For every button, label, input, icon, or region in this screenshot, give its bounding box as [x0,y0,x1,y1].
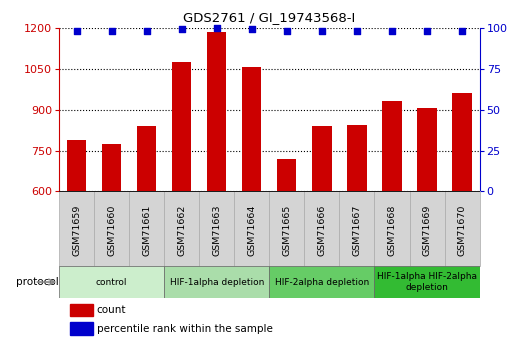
Text: protocol: protocol [16,277,59,287]
Text: GSM71662: GSM71662 [177,204,186,256]
Bar [382,101,402,191]
Point [353,28,361,33]
Text: HIF-1alpha HIF-2alpha
depletion: HIF-1alpha HIF-2alpha depletion [377,272,477,292]
Text: GSM71660: GSM71660 [107,204,116,256]
Bar [242,67,262,191]
Text: count: count [97,305,126,315]
Bar [304,191,340,266]
Bar [164,191,199,266]
Bar [129,191,164,266]
Bar [374,266,480,298]
Bar [269,191,304,266]
Text: GSM71663: GSM71663 [212,204,221,256]
Text: control: control [96,277,127,287]
Bar [452,93,472,191]
Text: HIF-2alpha depletion: HIF-2alpha depletion [275,277,369,287]
Point [423,28,431,33]
Text: HIF-1alpha depletion: HIF-1alpha depletion [170,277,264,287]
Bar [94,191,129,266]
Bar [207,32,226,191]
Bar [312,126,331,191]
Bar [70,304,93,316]
Bar [347,125,367,191]
Bar [418,108,437,191]
Bar [59,266,164,298]
Point [458,28,466,33]
Bar [70,322,93,335]
Text: GSM71667: GSM71667 [352,204,362,256]
Bar [340,191,374,266]
Point [318,28,326,33]
Bar [445,191,480,266]
Text: GSM71664: GSM71664 [247,204,256,256]
Bar [67,140,86,191]
Text: GSM71665: GSM71665 [282,204,291,256]
Bar [277,159,297,191]
Bar [137,126,156,191]
Text: GSM71659: GSM71659 [72,204,81,256]
Bar [102,144,121,191]
Bar [409,191,445,266]
Point [388,28,396,33]
Bar [59,191,94,266]
Point [143,28,151,33]
Point [283,28,291,33]
Text: GSM71666: GSM71666 [318,204,326,256]
Text: GSM71670: GSM71670 [458,204,467,256]
Bar [269,266,374,298]
Point [72,28,81,33]
Point [248,27,256,32]
Bar [164,266,269,298]
Text: GSM71668: GSM71668 [387,204,397,256]
Bar [199,191,234,266]
Point [108,28,116,33]
Point [212,25,221,30]
Text: GSM71661: GSM71661 [142,204,151,256]
Text: percentile rank within the sample: percentile rank within the sample [97,324,273,334]
Title: GDS2761 / GI_19743568-I: GDS2761 / GI_19743568-I [183,11,356,24]
Bar [172,62,191,191]
Bar [234,191,269,266]
Text: GSM71669: GSM71669 [423,204,431,256]
Point [177,27,186,32]
Bar [374,191,409,266]
